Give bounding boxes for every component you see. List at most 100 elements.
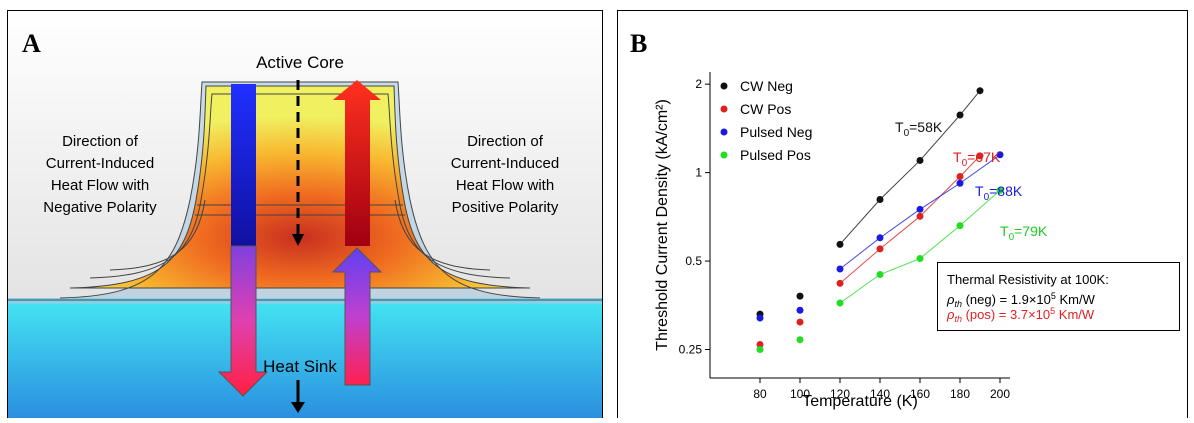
point [916,212,924,220]
y-tick-label: 2 [695,77,702,91]
note-sub: th [954,299,962,309]
note-symbol: ρ [946,292,955,307]
x-tick-label: 100 [790,387,810,401]
label: Active Core [256,53,344,72]
point [956,173,964,181]
side-text: Heat Flow with [456,177,554,194]
layer [89,93,511,279]
annotation: T0=88K [975,183,1023,203]
point [796,292,804,300]
up-arrow [331,247,383,386]
point [836,299,844,307]
annotation-sub: 0 [984,192,990,203]
label: Heat Sink [263,357,337,376]
legend-label: Pulsed Neg [740,124,812,140]
point [916,156,924,164]
point [956,179,964,187]
legend-marker [720,105,728,113]
side-text: Negative Polarity [43,199,157,216]
point [836,265,844,273]
annotation-tail: =88K [989,183,1023,199]
point [836,279,844,287]
legend-marker [720,82,728,90]
note-sup: 5 [1050,306,1055,316]
legend-marker [720,151,728,159]
side-text: Positive Polarity [452,199,559,216]
annotation-sub: 0 [1009,232,1015,243]
note-box [937,262,1180,331]
legend-label: CW Pos [740,101,791,117]
side-text: Current-Induced [451,155,559,172]
point [956,111,964,119]
note-sub: th [954,314,962,324]
point [916,205,924,213]
point [996,186,1004,194]
annotation-sub: 0 [904,128,910,139]
note-text: (pos) = 3.7×10 [962,307,1050,322]
annotation-tail: =67K [967,149,1001,165]
left-text: Direction of Current-Induced Heat Flow wit… [43,133,157,216]
panel-label: B [630,29,647,58]
negative-bar [231,84,256,246]
note-line: ρth (pos) = 3.7×105 Km/W [946,306,1095,324]
annotation-base: T [975,183,984,199]
point [796,336,804,344]
annotation-tail: =79K [1014,223,1048,239]
point [836,240,844,248]
point [756,314,764,322]
legend-label: Pulsed Pos [740,147,811,163]
note-text: (neg) = 1.9×10 [962,292,1051,307]
point [876,245,884,253]
down-arrow [217,245,269,397]
panel-a: A Active Core Heat Sink Direction of Curr… [8,11,602,418]
point [756,346,764,354]
note-symbol: ρ [946,307,955,322]
x-tick-label: 80 [753,387,767,401]
point [876,271,884,279]
point [956,222,964,230]
side-text: Direction of [62,133,139,150]
layer [59,81,541,299]
point [876,234,884,242]
annotation-tail: =58K [909,119,943,135]
annotation-base: T [1000,223,1009,239]
note-unit: Km/W [1055,307,1095,322]
annotation: T0=58K [895,119,943,139]
note-line: ρth (neg) = 1.9×105 Km/W [946,291,1096,309]
arrowhead [291,402,305,413]
mesa [69,85,531,289]
panel-label: A [22,29,41,58]
point [916,255,924,263]
right-text: Direction of Current-Induced Heat Flow wit… [451,133,559,216]
side-text: Direction of [467,133,544,150]
x-tick-label: 140 [870,387,890,401]
y-axis-label: Threshold Current Density (kA/cm²) [654,99,671,351]
legend-label: CW Neg [740,78,793,94]
legend-marker [720,128,728,136]
annotation: T0=67K [953,149,1001,169]
note-sup: 5 [1051,291,1056,301]
x-tick-label: 200 [990,387,1010,401]
note-unit: Km/W [1056,292,1096,307]
heat-sink [8,298,602,418]
arrowhead [292,234,304,246]
y-tick-label: 0.25 [679,343,703,357]
x-tick-label: 180 [950,387,970,401]
point [976,152,984,160]
note-title: Thermal Resistivity at 100K: [947,272,1109,287]
x-tick-label: 160 [910,387,930,401]
point [756,341,764,349]
y-tick-label: 1 [695,166,702,180]
point [876,196,884,204]
annotation: T0=79K [1000,223,1048,243]
y-tick-label: 0.5 [685,254,702,268]
x-tick-label: 120 [830,387,850,401]
plot: 80 100 120 140 160 180 200 0.25 0.5 1 2 CW Neg CW Po… [679,72,1180,401]
panel-border [617,10,1188,419]
point [976,87,984,95]
side-text: Heat Flow with [51,177,149,194]
annotation-base: T [953,149,962,165]
point [796,318,804,326]
